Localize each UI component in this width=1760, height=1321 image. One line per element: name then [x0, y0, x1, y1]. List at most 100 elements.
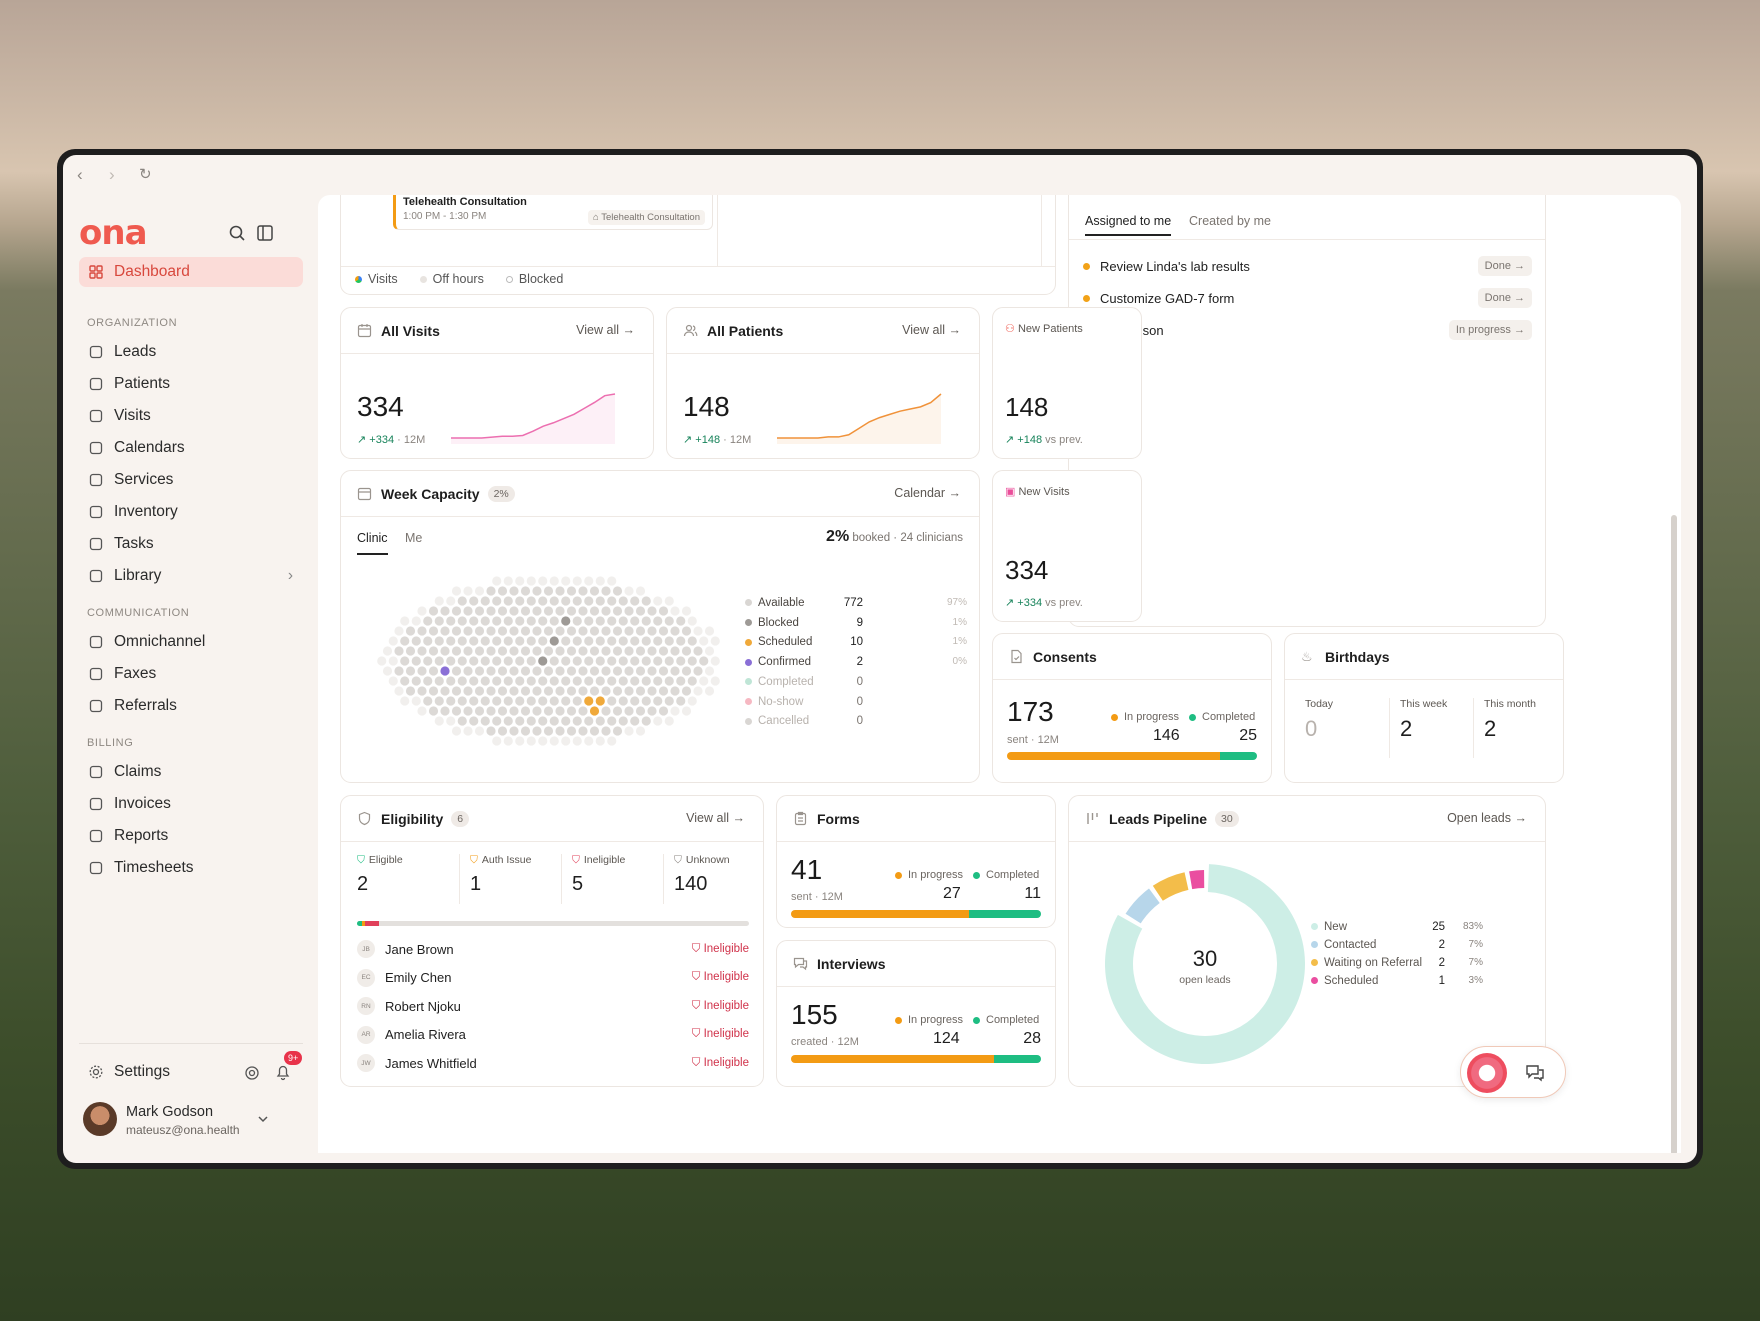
- tab-me[interactable]: Me: [405, 531, 423, 545]
- sidebar-item-omnichannel[interactable]: Omnichannel: [79, 627, 303, 657]
- sidebar-item-visits[interactable]: Visits: [79, 401, 303, 431]
- capacity-slot: [566, 646, 577, 656]
- divider: [79, 1043, 303, 1044]
- view-all-patients-link[interactable]: View all →: [902, 323, 961, 337]
- eligibility-row[interactable]: AR Amelia Rivera ⛉ Ineligible: [341, 1024, 763, 1046]
- task-status-chip[interactable]: In progress →: [1448, 320, 1532, 340]
- clock-icon: [89, 861, 103, 875]
- sidebar-item-label: Invoices: [114, 795, 171, 812]
- capacity-slot: [578, 586, 588, 596]
- capacity-slot: [474, 606, 485, 616]
- interviews-value: 155: [791, 999, 838, 1030]
- donut-slice-scheduled[interactable]: [1189, 870, 1205, 890]
- capacity-slot: [463, 666, 473, 676]
- help-icon[interactable]: [244, 1065, 260, 1081]
- chevron-down-icon[interactable]: [257, 1113, 269, 1125]
- sidebar-item-tasks[interactable]: Tasks: [79, 529, 303, 559]
- sidebar-item-calendars[interactable]: Calendars: [79, 433, 303, 463]
- capacity-slot: [469, 616, 479, 626]
- back-icon[interactable]: ‹: [77, 165, 83, 184]
- reload-icon[interactable]: ↻: [139, 166, 152, 183]
- eligibility-row[interactable]: JB Jane Brown ⛉ Ineligible: [341, 938, 763, 960]
- birthday-stat: This month 2: [1473, 698, 1553, 758]
- capacity-slot: [509, 626, 519, 636]
- task-status-chip[interactable]: Done →: [1477, 256, 1532, 276]
- capacity-slot: [434, 616, 444, 626]
- forms-sub: sent · 12M: [791, 891, 843, 903]
- capacity-slot: [670, 626, 680, 636]
- sidebar-item-timesheets[interactable]: Timesheets: [79, 853, 303, 883]
- sidebar-item-reports[interactable]: Reports: [79, 821, 303, 851]
- capacity-slot: [618, 696, 628, 706]
- forward-icon[interactable]: ›: [109, 165, 115, 184]
- sidebar-item-faxes[interactable]: Faxes: [79, 659, 303, 689]
- sidebar-item-services[interactable]: Services: [79, 465, 303, 495]
- capacity-legend-item: Scheduled 10 1%: [745, 636, 967, 648]
- sidebar-item-patients[interactable]: Patients: [79, 369, 303, 399]
- calendar-link[interactable]: Calendar →: [894, 486, 961, 500]
- tab-created-by-me[interactable]: Created by me: [1189, 214, 1271, 228]
- legend-count: 2: [856, 656, 863, 669]
- sidebar-item-referrals[interactable]: Referrals: [79, 691, 303, 721]
- capacity-slot: [572, 576, 582, 586]
- sidebar-item-settings[interactable]: Settings: [79, 1057, 303, 1087]
- bell-icon[interactable]: [275, 1063, 291, 1081]
- document-icon: [89, 699, 103, 713]
- sidebar-item-leads[interactable]: Leads: [79, 337, 303, 367]
- sidebar-item-library[interactable]: Library ›: [79, 561, 303, 591]
- capacity-slot: [618, 656, 628, 666]
- task-item[interactable]: Review Linda's lab results Done →: [1069, 254, 1545, 278]
- birthday-stat-label: This week: [1400, 698, 1448, 710]
- eligibility-row[interactable]: RN Robert Njoku ⛉ Ineligible: [341, 995, 763, 1017]
- sidebar-item-invoices[interactable]: Invoices: [79, 789, 303, 819]
- assistant-icon[interactable]: [1467, 1053, 1507, 1093]
- patient-name: Amelia Rivera: [385, 1027, 466, 1043]
- message-icon[interactable]: [1525, 1063, 1545, 1083]
- capacity-slot: [434, 696, 444, 706]
- donut-slice-contacted[interactable]: [1125, 888, 1160, 924]
- sidebar-item-claims[interactable]: Claims: [79, 757, 303, 787]
- view-all-visits-link[interactable]: View all →: [576, 323, 635, 337]
- capacity-slot: [595, 616, 605, 626]
- capacity-slot: [670, 706, 680, 716]
- capacity-slot: [543, 666, 554, 676]
- capacity-slot: [543, 606, 554, 616]
- task-status-chip[interactable]: Done →: [1477, 288, 1532, 308]
- capacity-slot: [658, 606, 669, 616]
- gear-icon: [89, 1065, 103, 1079]
- ineligible-status: ⛉ Ineligible: [691, 1056, 749, 1069]
- capacity-slot: [584, 736, 594, 746]
- sidebar-toggle-icon[interactable]: [255, 223, 275, 243]
- tab-clinic[interactable]: Clinic: [357, 531, 388, 555]
- capacity-slot: [578, 646, 588, 656]
- eligibility-row[interactable]: JW James Whitfield ⛉ Ineligible: [341, 1052, 763, 1074]
- search-icon[interactable]: [227, 223, 247, 243]
- calendar-event[interactable]: Telehealth Consultation 1:00 PM - 1:30 P…: [393, 195, 713, 230]
- task-item[interactable]: Customize GAD-7 form Done →: [1069, 286, 1545, 310]
- tab-assigned-to-me[interactable]: Assigned to me: [1085, 214, 1172, 236]
- eligibility-row[interactable]: EC Emily Chen ⛉ Ineligible: [341, 967, 763, 989]
- avatar[interactable]: [83, 1102, 117, 1136]
- legend-pct: 0%: [952, 656, 967, 668]
- capacity-slot: [710, 636, 720, 646]
- interviews-sub: created · 12M: [791, 1036, 859, 1048]
- notification-badge: 9+: [284, 1051, 303, 1065]
- capacity-slot: [681, 606, 692, 616]
- open-leads-link[interactable]: Open leads →: [1447, 811, 1527, 825]
- legend-count: 2: [1438, 957, 1445, 969]
- capacity-slot: [526, 696, 536, 706]
- chevron-right-icon[interactable]: ›: [287, 567, 293, 584]
- sidebar-item-dashboard[interactable]: Dashboard: [79, 257, 303, 287]
- view-all-eligibility-link[interactable]: View all →: [686, 811, 745, 825]
- scrollbar-thumb[interactable]: [1671, 515, 1677, 1153]
- capacity-slot: [630, 676, 640, 686]
- legend-pct: 7%: [1468, 957, 1483, 968]
- sidebar-item-inventory[interactable]: Inventory: [79, 497, 303, 527]
- capacity-slot: [653, 656, 663, 666]
- legend-count: 0: [856, 675, 863, 688]
- donut-slice-waiting-on-referral[interactable]: [1152, 872, 1189, 901]
- capacity-slot: [388, 656, 398, 666]
- chat-widget[interactable]: [1460, 1046, 1566, 1098]
- capacity-slot: [515, 736, 525, 746]
- capacity-slot: [624, 726, 634, 736]
